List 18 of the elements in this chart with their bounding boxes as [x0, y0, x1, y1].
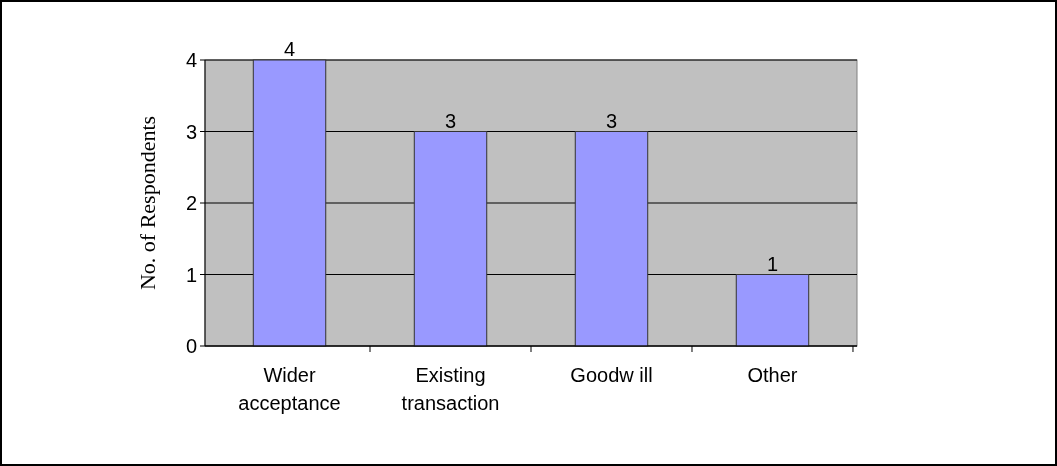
data-label: 4	[283, 38, 296, 60]
bar	[252, 59, 327, 347]
bar	[735, 274, 810, 347]
data-label: 3	[444, 109, 457, 132]
x-tick-label: Other	[747, 364, 798, 386]
y-tick-label: 2	[185, 192, 197, 214]
y-tick-label: 3	[185, 120, 197, 143]
y-tick-label: 1	[185, 263, 197, 286]
bar	[413, 131, 488, 347]
x-tick-label: Goodw ill	[570, 364, 653, 386]
bar	[574, 131, 649, 347]
y-tick-label: 4	[185, 49, 197, 71]
x-tick-label: Wider acceptance	[238, 364, 341, 414]
data-label: 1	[766, 252, 779, 275]
y-tick-label: 0	[185, 335, 197, 357]
y-axis-title: No. of Respondents	[135, 115, 160, 291]
x-tick-label: Existing transaction	[401, 364, 500, 414]
data-label: 3	[605, 109, 618, 132]
